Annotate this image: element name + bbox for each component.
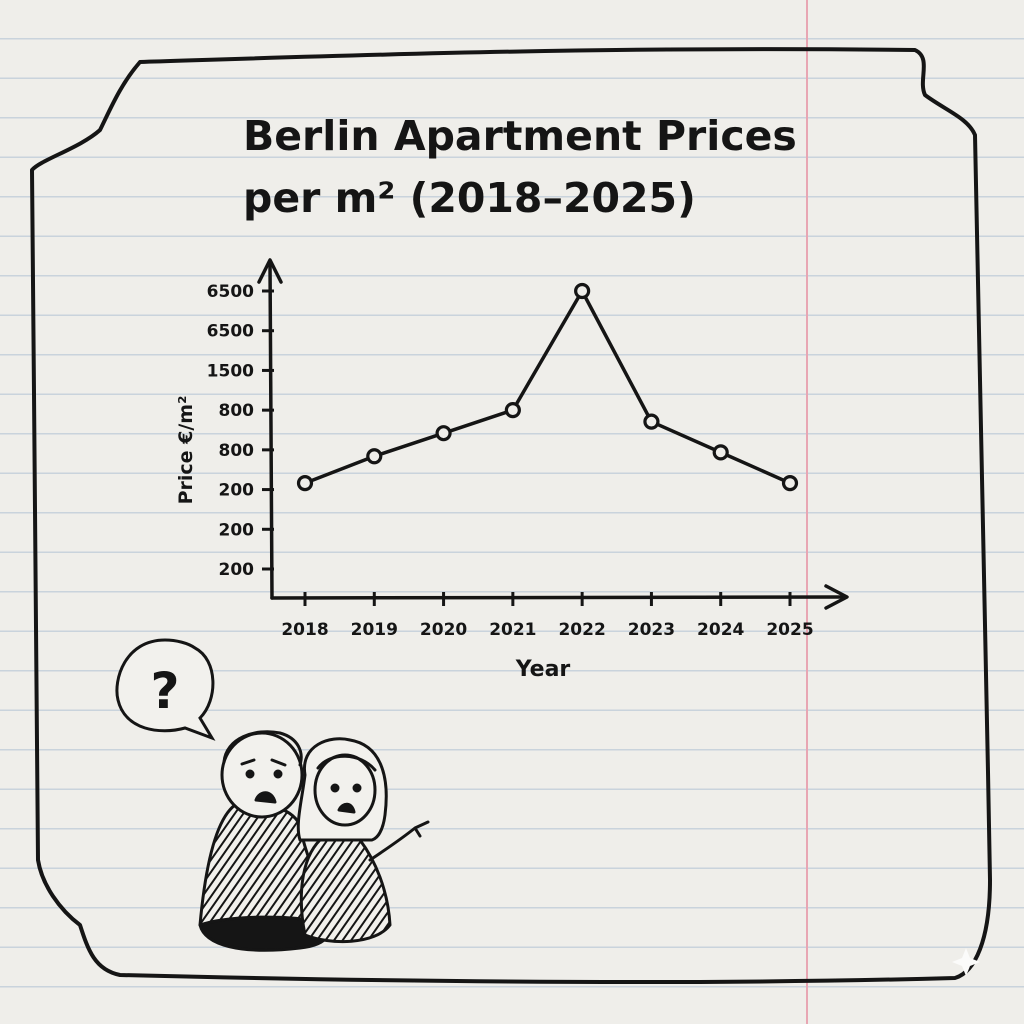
woman-bangs xyxy=(316,754,377,772)
woman-face xyxy=(313,753,377,827)
x-tick-label: 2021 xyxy=(489,620,536,640)
x-tick-label: 2024 xyxy=(697,620,744,640)
series-line xyxy=(303,289,792,485)
paper-margin-line xyxy=(806,0,808,1024)
man-brows xyxy=(240,758,287,767)
data-point-2023 xyxy=(643,413,660,430)
question-mark-icon: ? xyxy=(150,662,179,720)
x-axis-arrow xyxy=(824,584,849,610)
x-tick-label: 2022 xyxy=(558,620,605,640)
x-tick-label: 2023 xyxy=(628,620,675,640)
man-head xyxy=(220,731,304,819)
sparkle-icon xyxy=(952,948,980,976)
y-tick-label: 200 xyxy=(219,481,255,501)
x-axis-line xyxy=(270,595,847,600)
woman-body xyxy=(299,831,392,944)
woman-mouth xyxy=(337,802,356,814)
man-eye-left xyxy=(245,769,255,779)
y-axis-line xyxy=(268,260,274,600)
worried-couple-illustration xyxy=(198,730,430,952)
woman-eye-left xyxy=(330,783,340,793)
x-tick-label: 2025 xyxy=(766,620,813,640)
data-point-2025 xyxy=(781,475,799,492)
y-tick-label: 6500 xyxy=(207,282,254,302)
man-mouth xyxy=(254,791,277,804)
y-tick-label: 800 xyxy=(219,401,255,421)
data-point-2024 xyxy=(712,444,729,461)
sketch-frame xyxy=(30,47,992,984)
data-point-2020 xyxy=(435,425,452,442)
speech-bubble: ? xyxy=(115,638,216,741)
y-tick-label: 1500 xyxy=(207,361,254,381)
x-tick-label: 2020 xyxy=(420,620,467,640)
man-hair xyxy=(222,730,303,767)
axes xyxy=(257,258,849,610)
y-tick-label: 200 xyxy=(219,520,255,540)
woman-pointing-arm xyxy=(368,820,430,862)
woman-eye-right xyxy=(352,783,362,793)
series-points xyxy=(296,282,799,492)
chart-title-line-1: Berlin Apartment Prices xyxy=(243,112,797,160)
data-point-2018 xyxy=(296,475,314,492)
y-axis-label: Price €/m² xyxy=(175,396,197,505)
y-tick-label: 6500 xyxy=(207,322,254,342)
y-axis-arrow xyxy=(257,258,283,284)
data-point-2021 xyxy=(504,402,521,419)
x-axis-ticks: 2018 2019 2020 2021 2022 2023 2024 2025 xyxy=(281,592,814,640)
y-tick-label: 200 xyxy=(219,560,255,580)
chart-title-line-2: per m² (2018–2025) xyxy=(243,174,696,222)
x-tick-label: 2018 xyxy=(281,620,328,640)
y-axis-ticks: 6500 6500 1500 800 800 200 200 200 xyxy=(207,282,274,580)
man-eye-right xyxy=(273,769,283,779)
x-tick-label: 2019 xyxy=(351,620,398,640)
data-point-2019 xyxy=(366,448,383,465)
x-axis-label: Year xyxy=(515,657,571,682)
data-point-2022 xyxy=(574,282,591,300)
y-tick-label: 800 xyxy=(219,441,255,461)
